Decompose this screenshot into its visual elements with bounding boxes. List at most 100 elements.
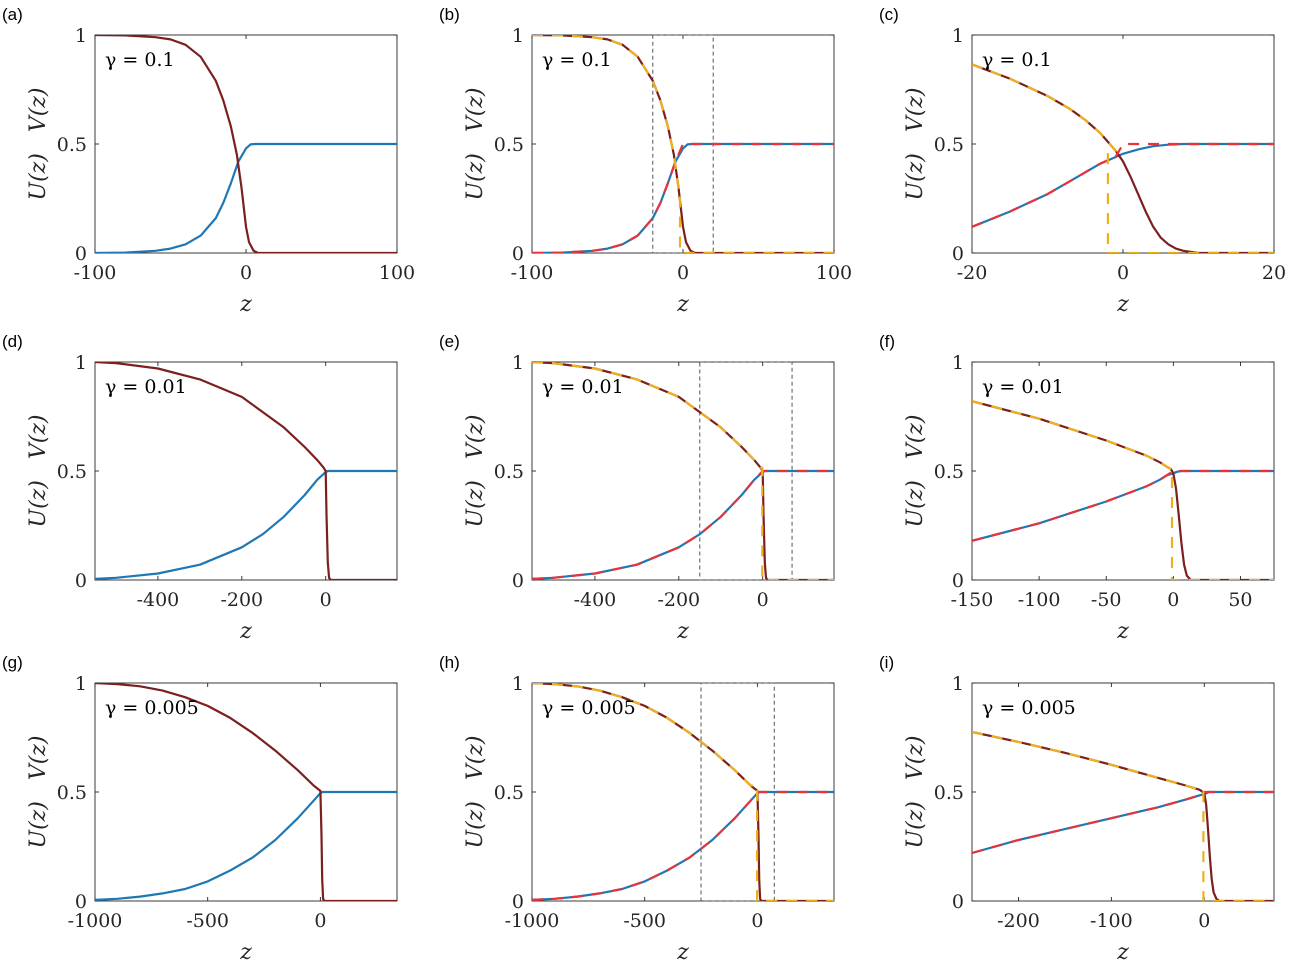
approx-V-dashed	[972, 142, 1274, 228]
panel-d: (d) -400 -200 0 0 0.5 1 z U(z) V(z) γ = 0.01	[2, 332, 398, 644]
panel-label: (d)	[2, 332, 23, 351]
y-axis-label: U(z) V(z)	[903, 415, 928, 528]
y-tick-label: 0.5	[494, 134, 524, 156]
y-tick-label: 0.5	[57, 782, 87, 804]
y-tick-label: 0	[512, 570, 524, 592]
series-V-line	[95, 142, 397, 253]
y-tick-label: 0.5	[494, 461, 524, 483]
y-tick-label: 1	[512, 352, 524, 374]
x-tick-label: -1000	[68, 910, 123, 932]
panel-label: (f)	[879, 332, 895, 351]
x-tick-label: 20	[1262, 262, 1286, 284]
x-tick-label: 0	[1198, 910, 1210, 932]
x-tick-label: -50	[1091, 589, 1122, 611]
gamma-annotation: γ = 0.1	[105, 49, 175, 71]
panel-label: (g)	[2, 653, 23, 672]
y-tick-label: 1	[952, 25, 964, 47]
x-tick-label: 0	[757, 589, 769, 611]
plot-area	[972, 730, 1274, 901]
y-tick-label: 1	[952, 673, 964, 695]
x-axis-label: z	[676, 292, 689, 317]
panel-label: (b)	[439, 5, 460, 24]
y-axis-label: U(z) V(z)	[903, 736, 928, 849]
approx-V-dashed	[532, 142, 834, 253]
x-tick-label: -500	[186, 910, 229, 932]
x-tick-label: 0	[1167, 589, 1179, 611]
x-tick-label: 50	[1228, 589, 1252, 611]
x-tick-label: -200	[657, 589, 700, 611]
y-axis-label: U(z) V(z)	[903, 88, 928, 201]
x-tick-label: -100	[74, 262, 117, 284]
y-tick-label: 1	[512, 673, 524, 695]
gamma-annotation: γ = 0.005	[542, 697, 636, 719]
x-tick-label: -150	[951, 589, 994, 611]
y-tick-label: 1	[75, 673, 87, 695]
y-axis-label: U(z) V(z)	[463, 736, 488, 849]
approx-U-dashed	[532, 362, 834, 580]
y-tick-label: 1	[512, 25, 524, 47]
series-V-line	[972, 469, 1274, 542]
series-V-line	[532, 469, 834, 580]
plot-area	[532, 362, 834, 580]
x-axis-label: z	[239, 940, 252, 965]
x-axis-label: z	[239, 292, 252, 317]
panel-f: (f) -150 -100 -50 0 50 0 0.5 1 z U(z) V(z) γ = 0.01	[879, 332, 1275, 644]
x-tick-label: -200	[997, 910, 1040, 932]
x-axis-label: z	[1116, 292, 1129, 317]
series-V-line	[95, 790, 397, 901]
gamma-annotation: γ = 0.01	[105, 376, 187, 398]
y-tick-label: 0.5	[57, 134, 87, 156]
series-U-line	[972, 63, 1274, 253]
x-tick-label: -400	[574, 589, 617, 611]
x-tick-label: -1000	[505, 910, 560, 932]
x-tick-label: -500	[623, 910, 666, 932]
series-V-line	[972, 790, 1274, 855]
panel-e: (e) -400 -200 0 0 0.5 1 z U(z) V(z) γ = 0.01	[439, 332, 835, 644]
series-U-line	[95, 362, 397, 580]
series-V-line	[532, 790, 834, 901]
x-axis-label: z	[239, 619, 252, 644]
x-tick-label: -20	[957, 262, 988, 284]
y-tick-label: 0	[952, 243, 964, 265]
x-tick-label: 0	[314, 910, 326, 932]
panel-h: (h) -1000 -500 0 0 0.5 1 z U(z) V(z) γ = 0.005	[439, 653, 835, 965]
x-tick-label: 0	[751, 910, 763, 932]
x-tick-label: 0	[1117, 262, 1129, 284]
gamma-annotation: γ = 0.01	[982, 376, 1064, 398]
series-U-line	[95, 683, 397, 901]
gamma-annotation: γ = 0.005	[105, 697, 199, 719]
series-V-line	[532, 142, 834, 253]
y-tick-label: 0	[952, 891, 964, 913]
series-U-line	[972, 400, 1274, 580]
x-tick-label: 0	[320, 589, 332, 611]
y-tick-label: 0.5	[934, 782, 964, 804]
y-tick-label: 0.5	[494, 782, 524, 804]
y-tick-label: 0	[512, 891, 524, 913]
series-U-line	[95, 35, 397, 253]
y-axis-label: U(z) V(z)	[463, 88, 488, 201]
plot-area	[532, 683, 834, 901]
series-U-line	[972, 730, 1274, 901]
x-tick-label: 0	[677, 262, 689, 284]
y-tick-label: 1	[75, 352, 87, 374]
plot-area	[972, 400, 1274, 580]
approx-U-dashed	[972, 400, 1274, 580]
approx-U-dashed	[972, 63, 1274, 253]
x-axis-label: z	[1116, 940, 1129, 965]
y-tick-label: 0.5	[934, 134, 964, 156]
panel-label: (a)	[2, 5, 23, 24]
x-axis-label: z	[676, 940, 689, 965]
x-tick-label: -100	[1090, 910, 1133, 932]
y-tick-label: 0.5	[934, 461, 964, 483]
panel-label: (e)	[439, 332, 460, 351]
panel-label: (h)	[439, 653, 460, 672]
approx-V-dashed	[972, 469, 1274, 542]
plot-area	[95, 683, 397, 901]
y-tick-label: 0	[75, 243, 87, 265]
x-tick-label: 0	[240, 262, 252, 284]
plot-area	[95, 35, 397, 253]
x-axis-label: z	[1116, 619, 1129, 644]
